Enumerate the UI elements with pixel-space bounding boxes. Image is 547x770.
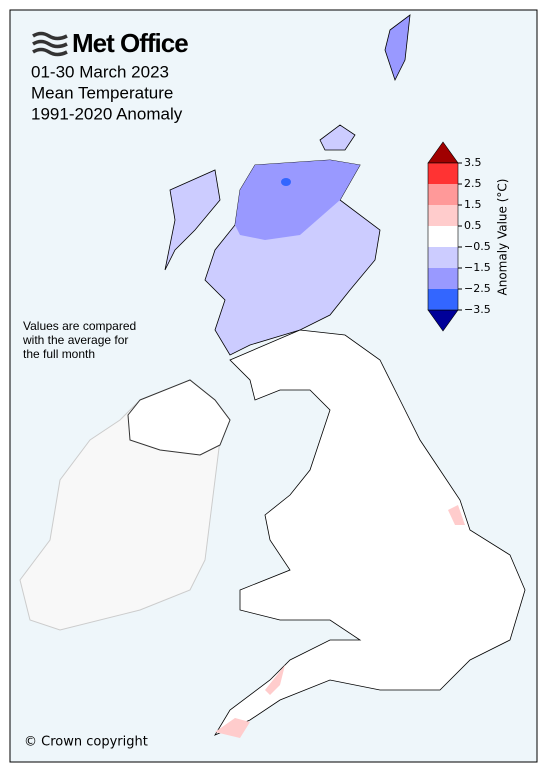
logo: Met Office [72, 28, 188, 58]
title-line: Mean Temperature [31, 83, 173, 102]
colorbar-tick-label: −1.5 [464, 261, 491, 274]
colorbar-bin [428, 205, 458, 226]
colorbar-tick-label: 3.5 [464, 156, 482, 169]
colorbar-bin [428, 184, 458, 205]
copyright: © Crown copyright [24, 735, 148, 750]
colorbar-tick-label: −2.5 [464, 282, 491, 295]
colorbar-bin [428, 163, 458, 184]
title-line: 01-30 March 2023 [31, 62, 169, 81]
colorbar-bin [428, 226, 458, 247]
colorbar-outline [427, 162, 459, 311]
colorbar-tick-label: −0.5 [464, 240, 491, 253]
colorbar-tick-label: −3.5 [464, 303, 491, 316]
colorbar-tick-label: 2.5 [464, 177, 482, 190]
great-britain [164, 14, 526, 738]
ireland [19, 379, 231, 631]
note-line: with the average for [22, 333, 128, 347]
logo-icon [32, 31, 68, 57]
title-line: 1991-2020 Anomaly [31, 104, 183, 123]
colorbar-bin [428, 247, 458, 268]
colorbar-tick-label: 1.5 [464, 198, 482, 211]
colorbar: 3.5 2.5 1.5 0.5 −0.5 −1.5 −2.5 −3.5 [427, 141, 491, 332]
colorbar-title: Anomaly Value (°C) [496, 179, 510, 296]
note-line: the full month [23, 347, 95, 361]
colorbar-tick-label: 0.5 [464, 219, 482, 232]
note-line: Values are compared [23, 319, 136, 333]
colorbar-bin [428, 289, 458, 310]
colorbar-bin [428, 268, 458, 289]
